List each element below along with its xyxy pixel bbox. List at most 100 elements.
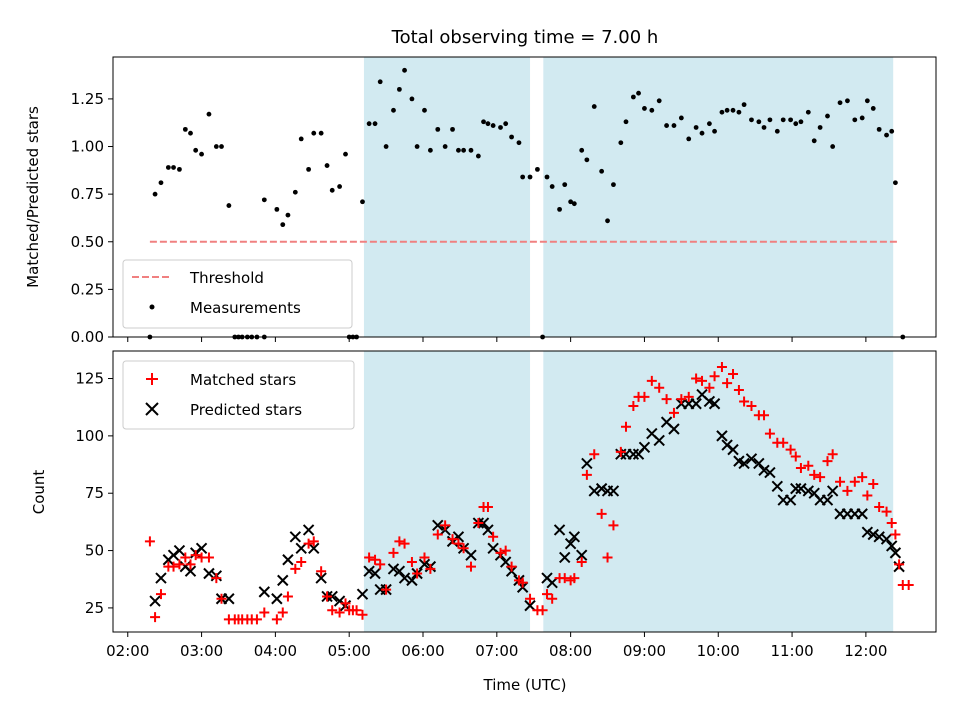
predicted-star-point — [155, 572, 167, 584]
matched-star-point — [795, 462, 806, 473]
matched-star-point — [290, 563, 301, 574]
x-tick-label: 12:00 — [844, 642, 887, 660]
measurement-point — [864, 98, 870, 104]
measurement-point — [158, 180, 164, 186]
observing-window-band — [363, 57, 531, 337]
matched-star-point — [874, 501, 885, 512]
matched-star-point — [589, 449, 600, 460]
measurement-point — [811, 138, 817, 144]
measurement-point — [171, 165, 176, 170]
measurement-point — [642, 106, 647, 111]
matched-star-point — [381, 584, 392, 595]
measurement-point — [422, 107, 427, 113]
top-legend-frame — [122, 259, 353, 329]
matched-star-point — [211, 573, 222, 584]
measurement-point — [414, 144, 420, 149]
matched-star-point — [868, 479, 879, 490]
measurement-point — [568, 199, 574, 205]
matched-star-point — [569, 573, 580, 584]
predicted-star-point — [369, 567, 381, 580]
predicted-star-point — [607, 485, 620, 497]
measurement-point — [435, 126, 441, 132]
predicted-star-point — [406, 574, 418, 587]
x-axis-label: Time (UTC) — [483, 676, 567, 694]
matched-star-point — [473, 518, 484, 529]
matched-star-point — [458, 543, 469, 554]
predicted-star-point — [452, 531, 465, 543]
predicted-star-point — [627, 448, 640, 460]
matched-star-point — [739, 396, 750, 407]
matched-star-point — [576, 557, 587, 568]
predicted-star-point — [690, 398, 702, 410]
top-y-tick-label: 0.75 — [71, 185, 104, 203]
predicted-star-point — [745, 453, 758, 465]
bottom-observing-windows — [363, 351, 894, 632]
measurement-point — [852, 117, 858, 123]
predicted-star-point — [826, 485, 839, 497]
predicted-star-point — [638, 441, 651, 454]
predicted-star-point — [880, 533, 893, 545]
measurement-point — [396, 86, 402, 92]
predicted-star-point — [398, 572, 411, 584]
matched-star-point — [827, 449, 838, 460]
threshold-legend-label: Threshold — [189, 269, 264, 287]
predicted-star-point — [465, 549, 477, 561]
matched-star-point — [628, 401, 639, 412]
predicted-star-point — [790, 482, 802, 495]
top-y-tick-label: 1.25 — [71, 90, 104, 108]
measurement-point — [311, 130, 317, 136]
matched-star-point — [488, 531, 499, 542]
measurement-point — [605, 218, 610, 224]
measurement-point — [636, 90, 641, 96]
predicted-star-point — [315, 572, 327, 584]
top-x-axis-ticks — [127, 337, 867, 342]
measurement-point — [649, 107, 655, 113]
matched-star-point — [216, 593, 227, 604]
measurement-point — [557, 206, 562, 212]
matched-star-point — [425, 563, 436, 574]
matched-star-point — [620, 421, 631, 432]
matched-star-point — [453, 538, 464, 549]
x-tick-label: 05:00 — [328, 642, 371, 660]
predicted-star-point — [738, 457, 750, 470]
predicted-star-point — [784, 494, 797, 506]
observing-window-band — [543, 57, 894, 337]
measurement-point — [520, 174, 526, 180]
matched-star-point — [525, 593, 536, 604]
measurement-point — [793, 121, 799, 127]
predicted-star-point — [546, 576, 558, 589]
matched-star-point — [303, 538, 314, 549]
predicted-star-point — [708, 398, 721, 410]
top-observing-windows — [363, 57, 894, 337]
top-legend: Threshold Measurements — [122, 259, 353, 329]
measurement-point — [213, 144, 219, 149]
measurement-point — [503, 121, 509, 127]
matched-star-point — [357, 609, 368, 620]
measurement-point — [199, 151, 204, 157]
top-y-axis-ticks: 0.00 0.25 0.50 0.75 1.00 1.25 — [71, 90, 113, 346]
predicted-star-point — [387, 563, 400, 575]
measurement-point — [736, 109, 742, 115]
x-tick-label: 07:00 — [475, 642, 518, 660]
matched-star-point — [412, 568, 423, 579]
measurement-point — [884, 132, 889, 138]
measurement-point — [893, 180, 898, 186]
x-tick-label: 11:00 — [770, 642, 813, 660]
matched-star-point — [803, 460, 814, 471]
measurement-point — [343, 151, 348, 157]
measurement-point — [360, 199, 365, 205]
measurement-point — [152, 191, 158, 197]
matched-star-point — [822, 456, 833, 467]
measurement-point — [372, 121, 378, 127]
matched-star-point — [180, 552, 191, 563]
predicted-star-point — [873, 531, 885, 543]
matched-star-point — [890, 529, 901, 540]
matched-star-point — [174, 559, 185, 570]
measurement-point — [206, 111, 212, 117]
matched-star-point — [764, 428, 775, 439]
predicted-star-point — [524, 599, 536, 612]
predicted-star-point — [499, 556, 512, 568]
measurement-point — [686, 136, 692, 142]
matched-star-point — [419, 552, 430, 563]
matched-star-point — [559, 573, 570, 584]
